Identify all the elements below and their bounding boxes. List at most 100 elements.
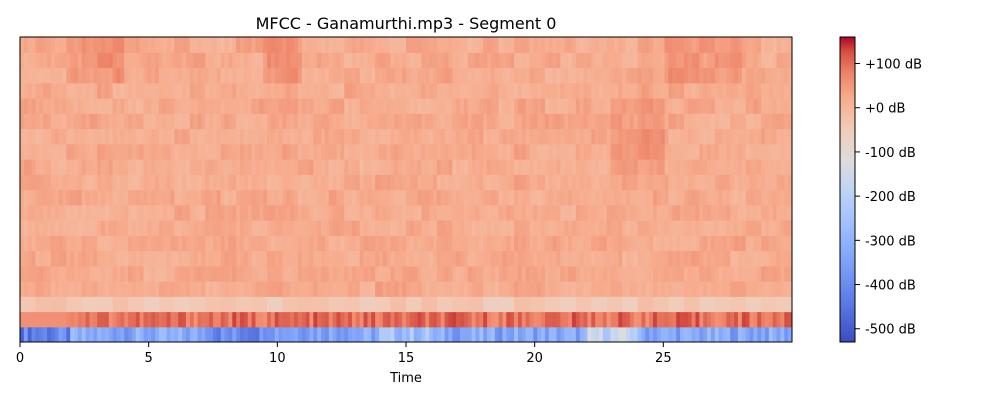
heatmap-cell <box>753 174 758 191</box>
heatmap-cell <box>479 220 484 236</box>
heatmap-cell <box>402 235 407 252</box>
heatmap-cell <box>433 281 438 297</box>
heatmap-cell <box>664 128 670 145</box>
heatmap-cell <box>112 204 118 221</box>
heatmap-cell <box>155 296 160 313</box>
heatmap-cell <box>525 174 531 191</box>
heatmap-cell <box>614 128 619 145</box>
heatmap-cell <box>197 128 203 145</box>
heatmap-cell <box>128 250 133 267</box>
heatmap-cell <box>730 113 735 130</box>
heatmap-cell <box>788 204 792 221</box>
heatmap-cell <box>85 189 91 206</box>
heatmap-cell <box>344 37 349 53</box>
heatmap-cell <box>683 159 689 175</box>
heatmap-cell <box>591 128 596 145</box>
heatmap-cell <box>641 235 646 252</box>
heatmap-cell <box>402 113 407 130</box>
heatmap-cell <box>753 311 758 328</box>
heatmap-cell <box>355 220 361 236</box>
heatmap-cell <box>382 296 388 313</box>
heatmap-cell <box>583 220 589 236</box>
heatmap-cell <box>216 189 222 206</box>
heatmap-cell <box>471 113 477 130</box>
heatmap-cell <box>378 189 384 206</box>
heatmap-cell <box>20 281 25 297</box>
heatmap-cell <box>116 37 121 53</box>
heatmap-cell <box>529 204 534 221</box>
heatmap-cell <box>104 143 110 160</box>
heatmap-cell <box>213 189 218 206</box>
heatmap-cell <box>286 159 291 175</box>
heatmap-cell <box>425 67 430 84</box>
heatmap-cell <box>143 189 148 206</box>
heatmap-cell <box>101 220 106 236</box>
heatmap-cell <box>367 37 372 53</box>
heatmap-cell <box>710 52 716 69</box>
heatmap-cell <box>128 174 133 191</box>
heatmap-cell <box>351 159 357 175</box>
heatmap-cell <box>626 281 631 297</box>
heatmap-cell <box>591 159 596 175</box>
heatmap-cell <box>768 98 774 114</box>
heatmap-cell <box>413 235 419 252</box>
heatmap-cell <box>710 128 716 145</box>
heatmap-cell <box>20 235 25 252</box>
heatmap-cell <box>629 82 635 99</box>
heatmap-cell <box>367 98 372 114</box>
heatmap-cell <box>660 189 666 206</box>
heatmap-cell <box>406 326 411 342</box>
heatmap-cell <box>313 174 318 191</box>
heatmap-cell <box>653 52 658 69</box>
heatmap-cell <box>390 296 396 313</box>
heatmap-cell <box>367 311 372 328</box>
heatmap-cell <box>591 250 596 267</box>
heatmap-cell <box>498 204 504 221</box>
heatmap-cell <box>236 174 241 191</box>
heatmap-cell <box>228 159 233 175</box>
heatmap-cell <box>162 235 168 252</box>
heatmap-cell <box>687 220 693 236</box>
heatmap-cell <box>174 281 179 297</box>
heatmap-cell <box>780 52 785 69</box>
heatmap-cell <box>151 67 156 84</box>
heatmap-cell <box>182 174 187 191</box>
heatmap-cell <box>599 37 604 53</box>
heatmap-cell <box>301 281 307 297</box>
heatmap-cell <box>429 326 434 342</box>
heatmap-cell <box>730 250 735 267</box>
heatmap-cell <box>548 326 554 342</box>
heatmap-cell <box>695 37 700 53</box>
heatmap-cell <box>718 326 724 342</box>
heatmap-cell <box>178 265 183 282</box>
heatmap-cell <box>595 98 600 114</box>
heatmap-cell <box>467 82 473 99</box>
heatmap-cell <box>89 52 94 69</box>
heatmap-cell <box>703 128 708 145</box>
heatmap-cell <box>193 265 199 282</box>
heatmap-cell <box>544 296 550 313</box>
heatmap-cell <box>487 326 492 342</box>
heatmap-cell <box>324 128 330 145</box>
heatmap-cell <box>788 128 792 145</box>
heatmap-cell <box>452 37 457 53</box>
heatmap-cell <box>390 220 396 236</box>
heatmap-cell <box>263 189 268 206</box>
heatmap-cell <box>409 311 415 328</box>
heatmap-cell <box>247 281 253 297</box>
heatmap-cell <box>703 220 708 236</box>
heatmap-cell <box>31 159 37 175</box>
heatmap-cell <box>568 113 573 130</box>
heatmap-cell <box>120 128 125 145</box>
heatmap-cell <box>734 235 739 252</box>
heatmap-cell <box>259 265 264 282</box>
heatmap-cell <box>243 220 249 236</box>
heatmap-cell <box>131 281 137 297</box>
heatmap-cell <box>297 311 303 328</box>
heatmap-cell <box>444 174 450 191</box>
heatmap-cell <box>402 67 407 84</box>
heatmap-cell <box>278 220 284 236</box>
heatmap-cell <box>502 159 507 175</box>
heatmap-cell <box>135 189 141 206</box>
heatmap-cell <box>622 52 627 69</box>
